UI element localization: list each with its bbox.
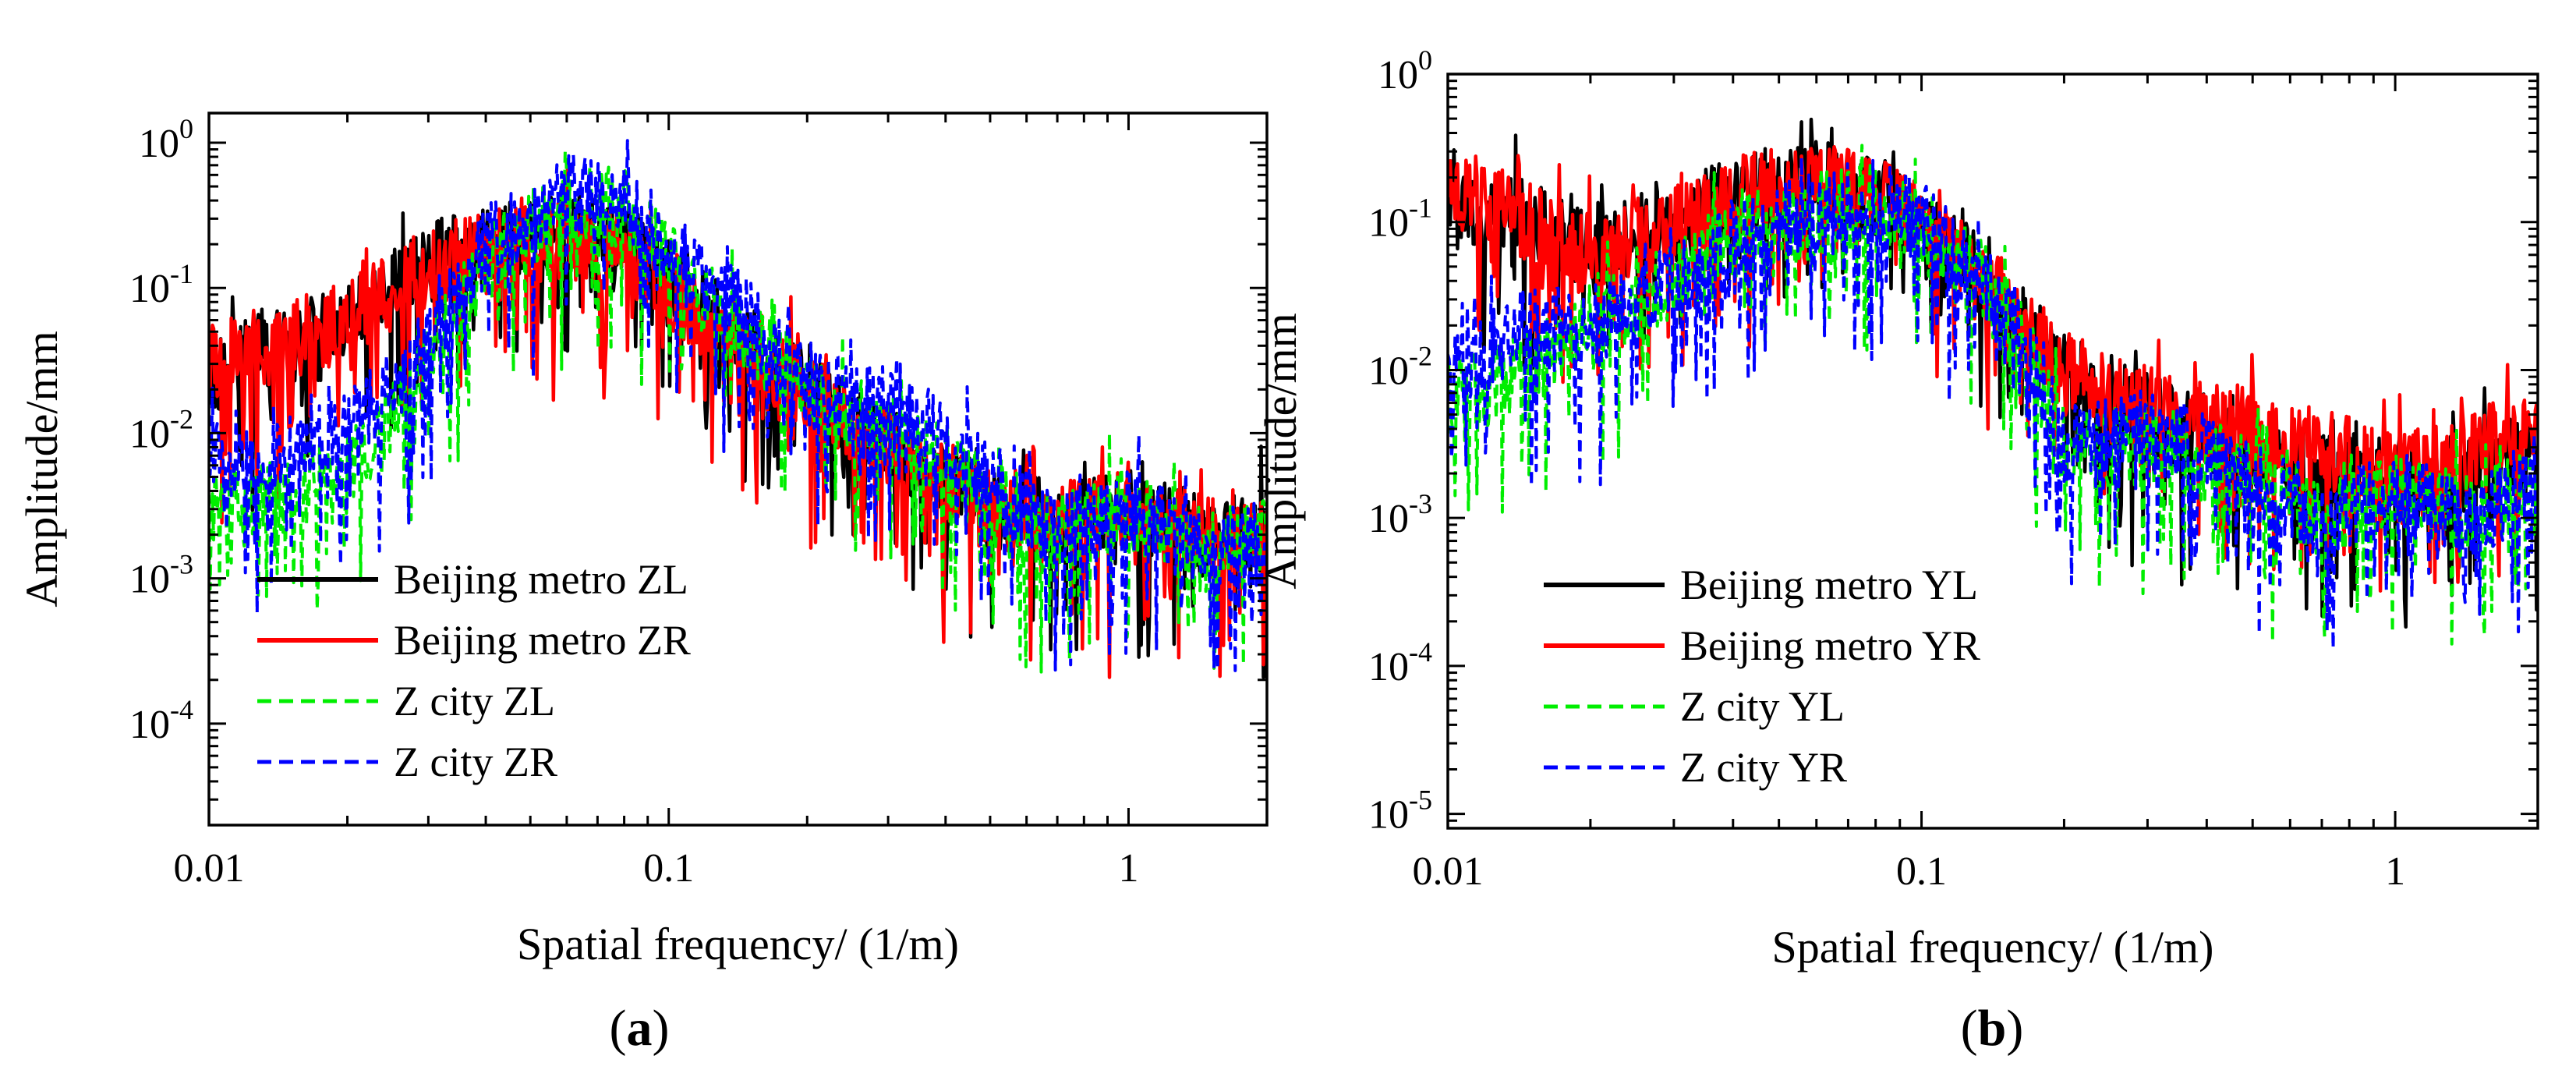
legend-label: Z city ZL bbox=[394, 678, 555, 724]
x-tick-label: 0.1 bbox=[1896, 849, 1947, 894]
y-tick-label: 10-4 bbox=[1368, 636, 1432, 689]
y-tick-label: 10-3 bbox=[129, 549, 193, 602]
y-axis-title: Amplitude/mm bbox=[1255, 313, 1306, 589]
legend-label: Beijing metro YR bbox=[1680, 622, 1980, 669]
panel-b: 0.01 0.1 1 100 10-1 10-2 10-3 10-4 10-5 Spatial f… bbox=[1255, 44, 2539, 1057]
y-tick-label: 100 bbox=[1378, 44, 1432, 97]
plot-area bbox=[209, 139, 1267, 679]
series-line-z-city-yr bbox=[1448, 156, 2538, 650]
legend-label: Z city YR bbox=[1680, 744, 1847, 791]
y-tick-label: 10-5 bbox=[1368, 785, 1432, 838]
legend-label: Beijing metro ZL bbox=[394, 556, 688, 603]
x-tick-label: 0.1 bbox=[643, 846, 694, 891]
x-tick-label: 0.01 bbox=[174, 846, 245, 891]
panel-a: 0.01 0.1 1 100 10-1 10-2 10-3 10-4 Spatial frequ… bbox=[16, 112, 1269, 1057]
x-tick-label: 1 bbox=[1118, 846, 1138, 891]
panel-label: (a) bbox=[610, 1000, 670, 1057]
y-tick-label: 10-2 bbox=[1368, 340, 1432, 393]
plot-frame bbox=[1446, 73, 2539, 830]
y-tick-label: 100 bbox=[139, 113, 193, 166]
x-tick-label: 1 bbox=[2385, 849, 2405, 894]
legend: Beijing metro YL Beijing metro YR Z city Y… bbox=[1544, 562, 1980, 791]
legend-label: Beijing metro ZR bbox=[394, 617, 691, 664]
legend-label: Z city YL bbox=[1680, 683, 1845, 730]
x-axis-title: Spatial frequency/ (1/m) bbox=[1772, 922, 2214, 972]
legend: Beijing metro ZL Beijing metro ZR Z city Z… bbox=[257, 556, 691, 785]
x-axis-title: Spatial frequency/ (1/m) bbox=[517, 919, 959, 969]
y-tick-label: 10-4 bbox=[129, 694, 193, 747]
legend-label: Beijing metro YL bbox=[1680, 562, 1978, 608]
legend-label: Z city ZR bbox=[394, 739, 557, 785]
plot-frame bbox=[207, 112, 1269, 827]
plot-area bbox=[1448, 117, 2538, 650]
panel-label: (b) bbox=[1961, 1000, 2024, 1057]
y-tick-label: 10-2 bbox=[129, 403, 193, 456]
x-tick-label: 0.01 bbox=[1413, 849, 1484, 894]
y-tick-label: 10-1 bbox=[1368, 193, 1432, 246]
y-axis-title: Amplitude/mm bbox=[16, 331, 67, 607]
series-line-z-city-zr bbox=[209, 139, 1267, 672]
y-tick-label: 10-3 bbox=[1368, 488, 1432, 541]
series-line-z-city-yl bbox=[1448, 143, 2538, 646]
y-tick-label: 10-1 bbox=[129, 258, 193, 311]
